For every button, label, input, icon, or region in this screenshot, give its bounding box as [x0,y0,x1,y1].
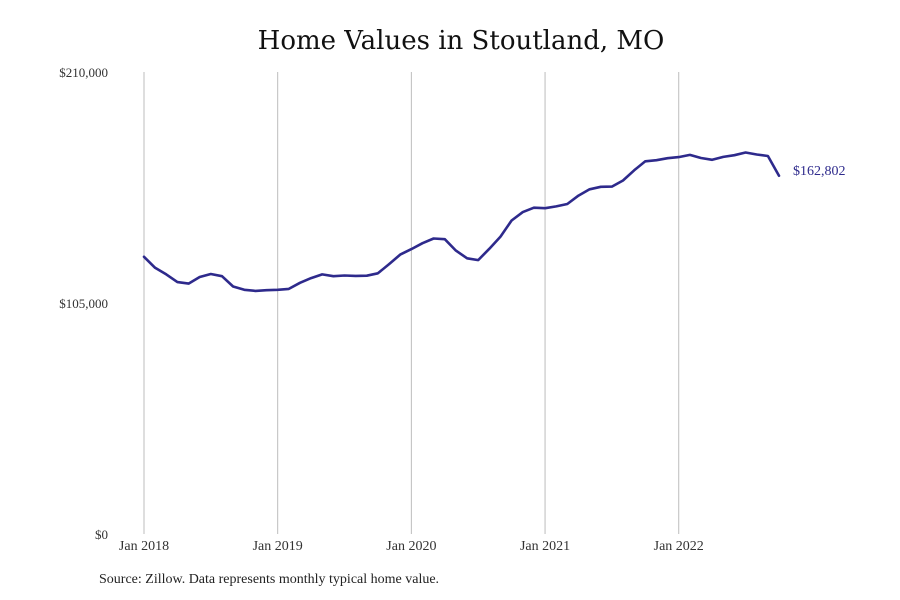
x-tick-label: Jan 2020 [386,539,436,554]
x-tick-label: Jan 2018 [119,539,169,554]
end-value-label: $162,802 [793,164,846,179]
series-line [142,151,781,293]
x-tick-label: Jan 2019 [253,539,303,554]
y-tick-label: $105,000 [59,296,108,311]
y-tick-label: $0 [95,527,108,542]
x-tick-label: Jan 2022 [654,539,704,554]
source-note: Source: Zillow. Data represents monthly … [99,572,440,587]
chart-title: Home Values in Stoutland, MO [257,26,665,56]
y-tick-label: $210,000 [59,65,108,80]
x-tick-label: Jan 2021 [520,539,570,554]
